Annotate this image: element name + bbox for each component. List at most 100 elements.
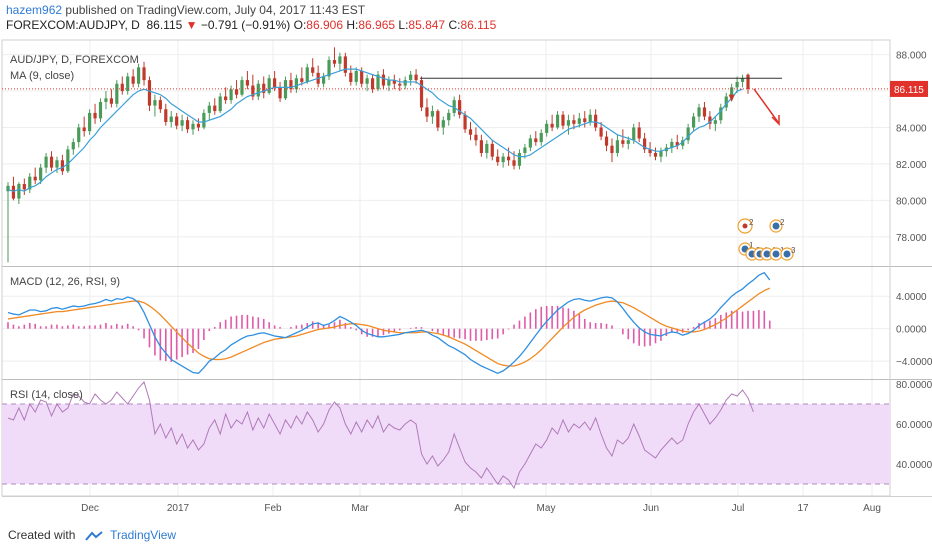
candle	[60, 154, 65, 175]
x-tick-label: Apr	[454, 503, 470, 514]
candle	[555, 111, 560, 130]
candle	[289, 72, 293, 93]
candle-body	[158, 100, 162, 110]
candle	[724, 92, 728, 112]
candle-body	[98, 101, 103, 119]
candle-body	[528, 138, 532, 148]
candle	[240, 76, 244, 97]
candle-body	[604, 136, 609, 146]
candle-body	[643, 138, 647, 150]
candle-body	[147, 80, 152, 106]
candle-body	[289, 80, 293, 90]
candle-body	[534, 138, 538, 143]
candle	[458, 94, 462, 119]
candle-body	[175, 116, 179, 126]
candle	[66, 145, 70, 174]
candle-body	[496, 156, 500, 163]
candle	[142, 61, 146, 86]
candle	[697, 103, 701, 123]
candle	[17, 182, 21, 205]
candle-body	[294, 78, 298, 90]
candle-body	[409, 74, 413, 81]
candle-body	[539, 132, 543, 143]
candle-body	[164, 109, 168, 123]
candle	[365, 74, 369, 92]
candle	[735, 76, 739, 93]
candle-body	[213, 105, 217, 112]
candle	[49, 151, 54, 172]
price-tick-label: 84.000	[896, 123, 927, 134]
candle	[88, 109, 92, 135]
candle	[539, 129, 543, 146]
candle	[136, 63, 141, 88]
candle-body	[60, 160, 65, 172]
candle	[708, 111, 712, 130]
candle	[44, 153, 48, 174]
tradingview-logo-icon[interactable]	[84, 531, 103, 541]
open-label: O:	[293, 18, 307, 32]
candle-body	[136, 67, 141, 84]
candle-body	[77, 127, 81, 143]
tradingview-brand[interactable]: TradingView	[110, 528, 177, 542]
flag-icon	[763, 250, 771, 258]
candle-body	[39, 167, 43, 181]
candle-body	[523, 147, 527, 153]
candle	[98, 98, 103, 123]
candle	[202, 109, 206, 130]
candle	[55, 156, 59, 174]
candle-body	[708, 116, 712, 124]
candle-body	[452, 100, 456, 113]
x-tick-label: Jun	[643, 503, 659, 514]
candle	[158, 96, 162, 113]
candle-body	[196, 123, 201, 128]
candle-body	[153, 100, 157, 106]
candle	[311, 58, 315, 77]
candle-body	[88, 112, 92, 132]
rsi-pane	[7, 381, 754, 490]
macd-line	[7, 271, 771, 375]
event-count: 2	[749, 218, 754, 227]
candle-body	[561, 114, 565, 126]
candle	[327, 56, 331, 81]
candle-body	[697, 107, 701, 117]
candle	[77, 123, 81, 148]
candle	[354, 67, 358, 86]
candle-body	[506, 156, 511, 161]
candle-body	[691, 116, 696, 128]
candle	[109, 89, 113, 108]
price-tick-label: 78.000	[896, 233, 927, 244]
macd-pane	[7, 271, 771, 375]
high-label: H:	[346, 18, 359, 32]
candle-body	[234, 89, 239, 95]
author-link[interactable]: hazem962	[6, 3, 63, 17]
created-with-label: Created with	[8, 528, 76, 542]
candle	[213, 98, 217, 115]
chart-svg: 22131413 Dec2017FebMarAprMayJunJul17Aug8…	[1, 39, 932, 514]
candle	[294, 74, 298, 93]
candle-body	[376, 74, 380, 90]
candle-body	[278, 87, 282, 99]
candle	[332, 47, 337, 68]
ma-line	[7, 68, 743, 192]
candle-body	[6, 185, 10, 192]
candle-body	[71, 142, 75, 150]
x-tick-label: Feb	[264, 503, 282, 514]
event-count: 2	[780, 218, 785, 227]
candle	[191, 120, 195, 135]
candle	[392, 74, 396, 90]
candle-body	[332, 60, 337, 64]
event-badge: 2	[769, 218, 785, 233]
candle-body	[273, 78, 277, 88]
candle-body	[441, 120, 445, 128]
candle-body	[599, 127, 603, 137]
candle	[479, 134, 483, 157]
candle	[251, 74, 255, 101]
symbol-name: FOREXCOM:AUDJPY, D	[6, 18, 140, 32]
rsi-line	[7, 381, 754, 490]
candle-body	[430, 111, 435, 117]
candle-body	[512, 160, 516, 166]
candle-body	[719, 107, 723, 121]
candle-body	[392, 80, 396, 84]
candle	[262, 76, 266, 99]
candle-body	[588, 114, 592, 123]
